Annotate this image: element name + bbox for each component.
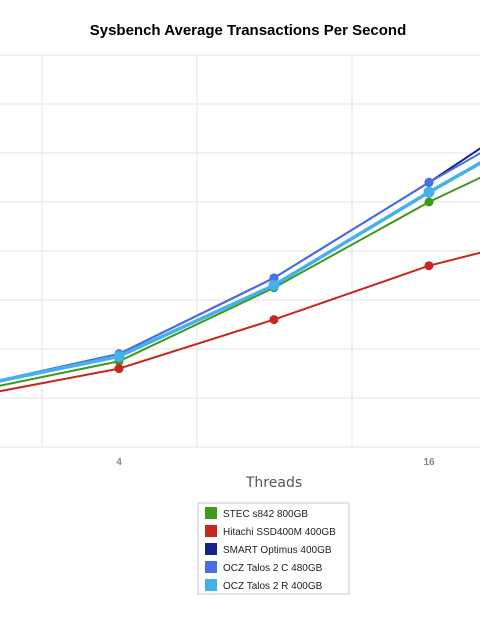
data-point	[423, 186, 435, 198]
data-point	[424, 197, 434, 207]
x-ticks: 4 16	[116, 457, 435, 468]
data-point	[268, 279, 280, 291]
legend-label: STEC s842 800GB	[223, 509, 308, 520]
series-line	[0, 176, 480, 387]
legend-label: OCZ Talos 2 C 480GB	[223, 563, 323, 574]
x-tick-label: 16	[423, 457, 435, 468]
legend-swatch	[205, 561, 217, 573]
x-tick-label: 4	[116, 457, 122, 468]
legend-swatch	[205, 579, 217, 591]
series-1	[0, 251, 480, 393]
data-point	[114, 364, 124, 374]
data-point	[269, 273, 279, 283]
series-line	[0, 152, 480, 382]
series-line	[0, 251, 480, 393]
series-0	[0, 176, 480, 387]
data-point	[424, 177, 434, 187]
series-line	[0, 161, 480, 383]
legend-swatch	[205, 507, 217, 519]
legend-box	[197, 502, 350, 595]
legend: STEC s842 800GB Hitachi SSD400M 400GB SMAR…	[197, 502, 350, 595]
legend-swatch	[205, 525, 217, 537]
series-4	[0, 161, 480, 383]
legend-label: Hitachi SSD400M 400GB	[223, 527, 336, 538]
series-3	[0, 152, 480, 382]
series-2	[0, 147, 480, 382]
legend-swatch	[205, 543, 217, 555]
series-layer	[0, 147, 480, 393]
data-point	[424, 261, 434, 271]
legend-label: SMART Optimus 400GB	[223, 545, 332, 556]
chart-title: Sysbench Average Transactions Per Second	[90, 22, 407, 39]
x-axis-label: Threads	[245, 475, 302, 491]
series-line	[0, 147, 480, 382]
data-point	[269, 315, 279, 325]
legend-label: OCZ Talos 2 R 400GB	[223, 581, 323, 592]
data-point	[113, 350, 125, 362]
grid	[0, 54, 480, 448]
